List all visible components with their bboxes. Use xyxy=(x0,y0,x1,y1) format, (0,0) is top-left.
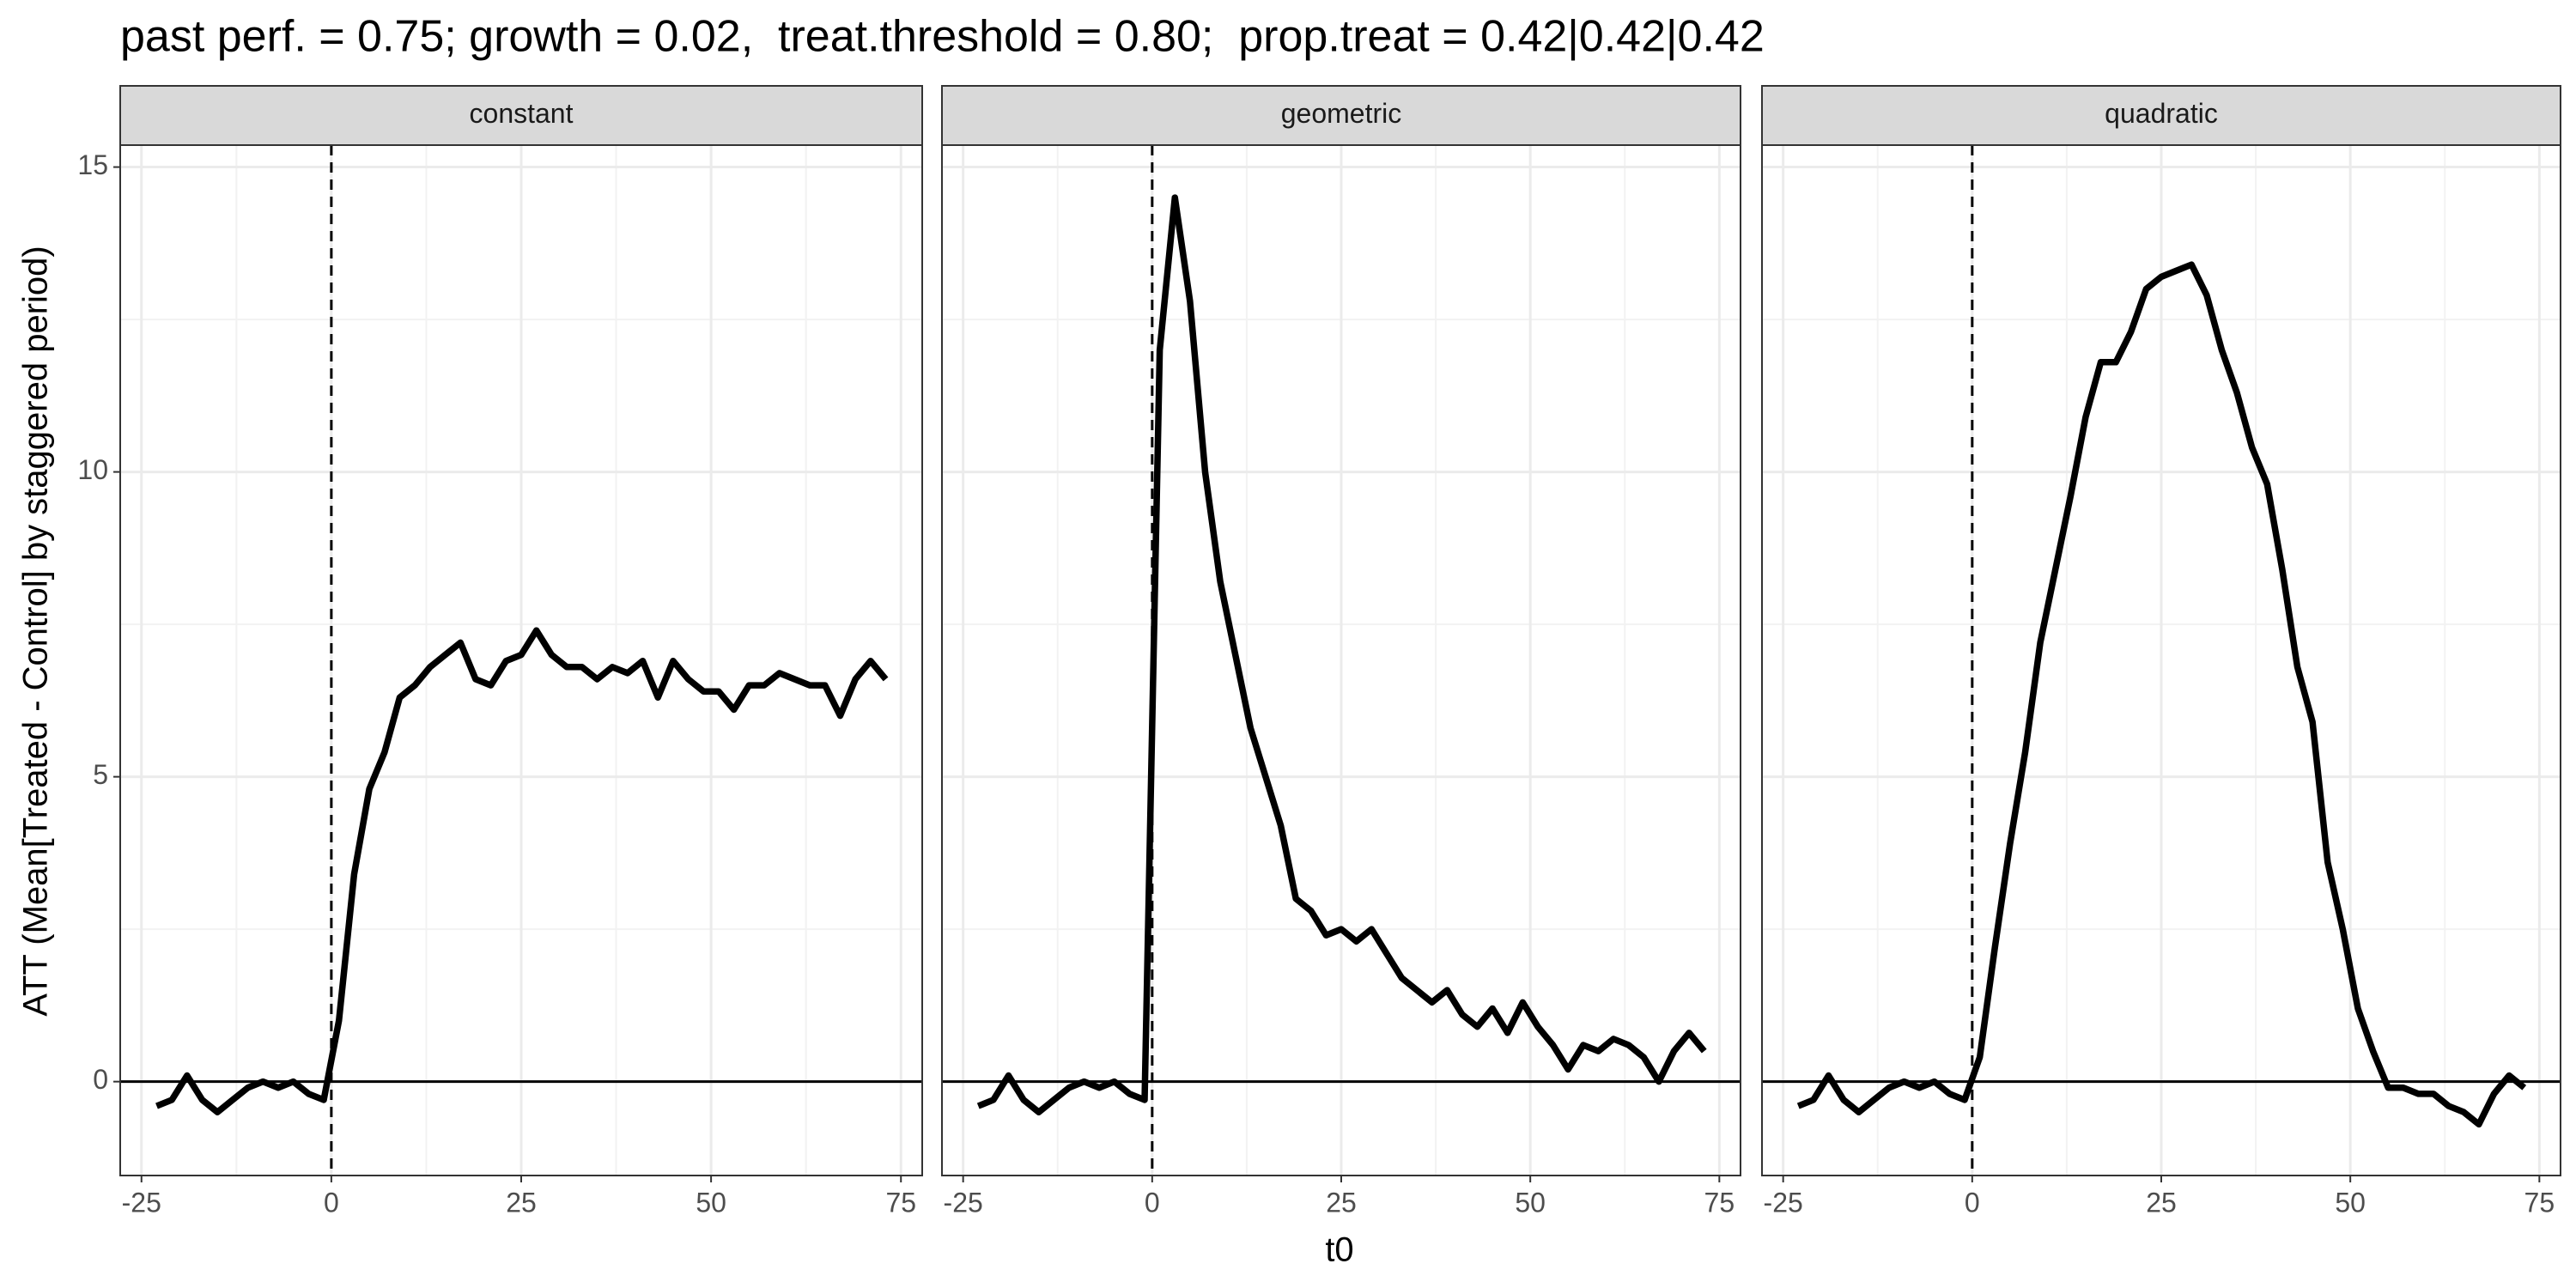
x-tick-label: 50 xyxy=(2335,1187,2366,1218)
data-line xyxy=(155,627,889,1115)
y-tick-label: 0 xyxy=(93,1064,108,1095)
panel-border xyxy=(1761,144,2561,1176)
data-line xyxy=(1796,261,2527,1128)
strip xyxy=(119,85,923,146)
strip xyxy=(1761,85,2561,146)
panel-border xyxy=(119,144,923,1176)
x-tick-label: 75 xyxy=(1704,1187,1735,1218)
x-tick-label: 0 xyxy=(324,1187,339,1218)
x-tick-label: -25 xyxy=(122,1187,161,1218)
x-axis-label: t0 xyxy=(1325,1231,1353,1269)
x-tick-label: 25 xyxy=(2146,1187,2177,1218)
x-tick-label: 0 xyxy=(1145,1187,1160,1218)
x-tick-label: 25 xyxy=(506,1187,537,1218)
y-tick-label: 15 xyxy=(77,149,108,180)
panel-border xyxy=(941,144,1741,1176)
x-tick-label: 25 xyxy=(1326,1187,1357,1218)
data-line xyxy=(976,194,1707,1115)
x-tick-label: 50 xyxy=(696,1187,726,1218)
strip-label: constant xyxy=(470,98,574,129)
x-tick-label: 50 xyxy=(1515,1187,1546,1218)
strip-label: quadratic xyxy=(2105,98,2218,129)
x-tick-label: -25 xyxy=(944,1187,983,1218)
x-tick-label: 0 xyxy=(1965,1187,1980,1218)
x-tick-label: 75 xyxy=(885,1187,916,1218)
x-tick-label: 75 xyxy=(2524,1187,2555,1218)
x-tick-label: -25 xyxy=(1764,1187,1803,1218)
y-axis-label: ATT (Mean[Treated - Control] by staggere… xyxy=(17,246,55,1016)
y-tick-label: 5 xyxy=(93,759,108,790)
chart-title: past perf. = 0.75; growth = 0.02, treat.… xyxy=(120,12,1765,62)
strip-label: geometric xyxy=(1281,98,1402,129)
y-tick-label: 10 xyxy=(77,454,108,485)
